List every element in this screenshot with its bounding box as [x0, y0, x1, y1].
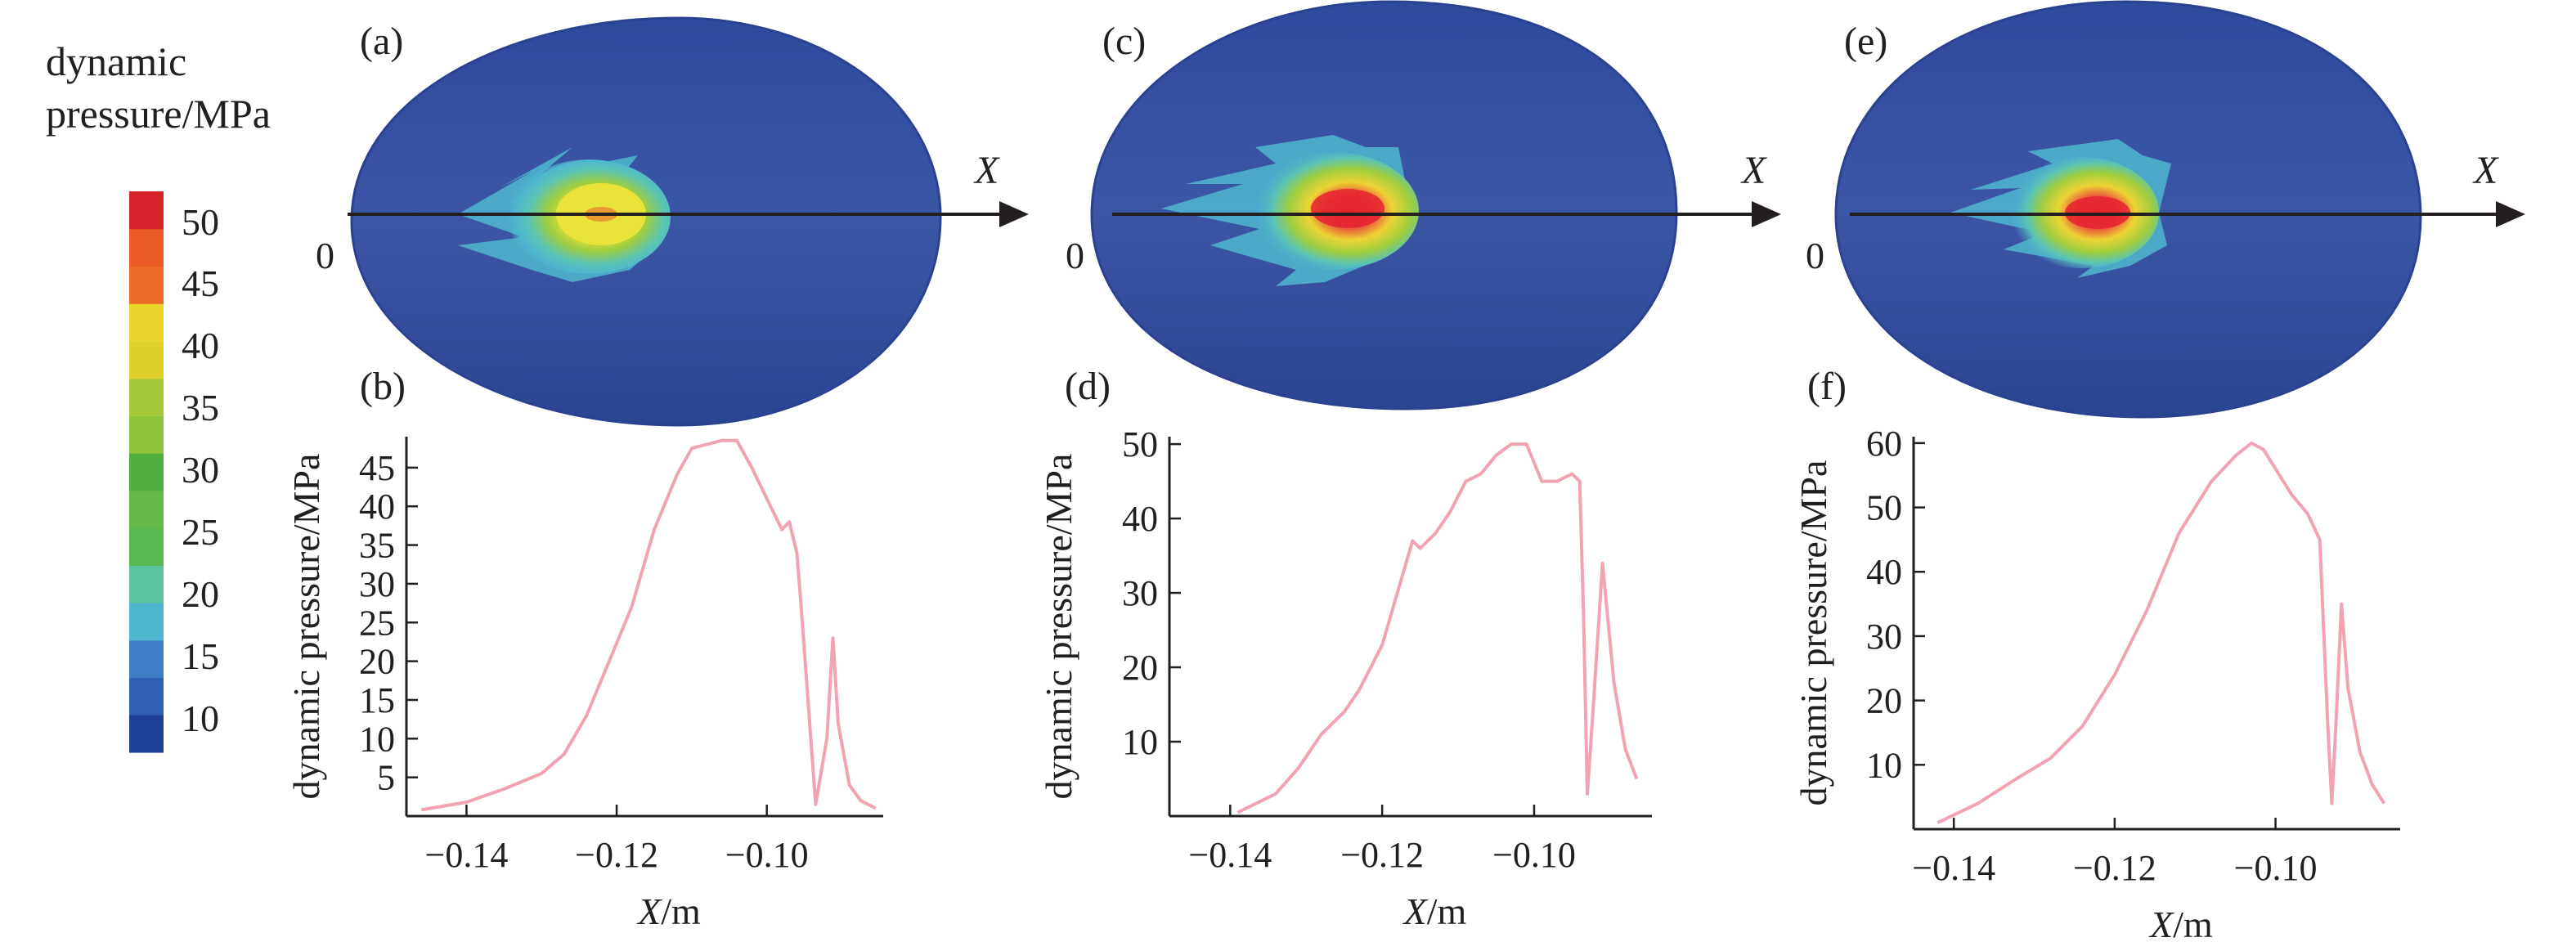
origin-label: 0	[1806, 235, 1824, 276]
y-tick-label: 20	[1122, 648, 1158, 688]
colorbar-tick: 40	[182, 325, 219, 366]
colorbar-swatch	[129, 715, 164, 753]
y-tick-label: 30	[1122, 573, 1158, 613]
pressure-hotspot	[1161, 135, 1419, 286]
y-tick-label: 45	[359, 448, 395, 488]
x-axis-title: X/m	[636, 890, 701, 932]
x-tick-label: −0.14	[1912, 848, 1995, 888]
y-tick-label: 20	[1866, 681, 1902, 721]
origin-label: 0	[1066, 235, 1084, 276]
colorbar-swatch	[129, 453, 164, 491]
colorbar-swatch	[129, 639, 164, 679]
colorbar-swatches	[129, 191, 164, 753]
x-tick-label: −0.14	[425, 835, 509, 875]
colorbar-tick: 25	[182, 511, 219, 553]
colorbar-swatch	[129, 527, 164, 566]
pressure-hotspot	[458, 147, 671, 282]
colorbar-tick: 45	[182, 262, 219, 304]
panel-label: (f)	[1807, 365, 1847, 408]
y-axis-title: dynamic pressure/MPa	[285, 454, 327, 800]
series-line	[1236, 442, 1639, 814]
x-axis-title: X/m	[2148, 904, 2213, 945]
y-tick-label: 10	[1866, 745, 1902, 785]
colorbar-swatch	[129, 303, 164, 342]
arrow-head	[999, 201, 1029, 227]
x-tick-label: −0.10	[1492, 835, 1576, 875]
colorbar-swatch	[129, 228, 164, 267]
y-tick-label: 15	[359, 680, 395, 720]
y-tick-label: 20	[359, 642, 395, 682]
line-chart-f: (f) 10 20 30 40 50 60 −0.14 −0.12 −0.10 X/m dynamic…	[1793, 365, 2400, 945]
colorbar-swatch	[129, 266, 164, 304]
origin-label: 0	[316, 235, 334, 276]
y-axis-title: dynamic pressure/MPa	[1793, 460, 1834, 806]
colorbar-tick: 35	[182, 387, 219, 428]
colorbar-swatch	[129, 340, 164, 379]
arrow-head	[1752, 201, 1781, 227]
contour-panel-e: (e) 0 X	[1806, 0, 2525, 419]
y-tick-label: 5	[377, 758, 395, 798]
series-line	[1936, 441, 2385, 824]
y-tick-label: 40	[359, 487, 395, 527]
y-axis-title: dynamic pressure/MPa	[1038, 454, 1079, 800]
line-chart-d: (d) 10 20 30 40 50 −0.14 −0.12 −0.10 X/m dynamic p…	[1038, 365, 1652, 932]
colorbar-swatch	[129, 565, 164, 603]
colorbar-swatch	[129, 415, 164, 454]
x-axis-title: X/m	[1402, 890, 1467, 932]
colorbar-swatch	[129, 378, 164, 416]
y-tick-label: 25	[359, 603, 395, 643]
colorbar-tick-labels: 50 45 40 35 30 25 20 15 10	[182, 201, 219, 739]
y-tick-label: 50	[1122, 424, 1158, 464]
y-tick-label: 40	[1122, 499, 1158, 539]
contour-panel-a: (a) 0 X	[316, 16, 1029, 427]
axis-label: X	[973, 149, 1000, 192]
y-tick-label: 30	[1866, 617, 1902, 657]
panel-label: (e)	[1844, 20, 1887, 63]
colorbar-tick: 15	[182, 635, 219, 677]
panel-label: (c)	[1102, 20, 1146, 63]
arrow-head	[2496, 201, 2525, 227]
x-tick-label: −0.10	[2234, 848, 2318, 888]
x-tick-label: −0.12	[575, 835, 658, 875]
colorbar-tick: 30	[182, 449, 219, 491]
x-tick-label: −0.14	[1188, 835, 1272, 875]
pressure-hotspot	[1950, 139, 2171, 278]
colorbar-title-line1: dynamic	[46, 38, 186, 84]
colorbar-tick: 20	[182, 573, 219, 615]
y-tick-label: 30	[359, 564, 395, 604]
colorbar: dynamic pressure/MPa 50 45 40 35 30 25 2…	[46, 38, 271, 753]
colorbar-swatch	[129, 191, 164, 230]
axis-label: X	[2472, 149, 2499, 192]
panel-label: (b)	[360, 365, 406, 408]
panel-label: (a)	[360, 20, 403, 63]
y-tick-label: 60	[1866, 424, 1902, 464]
colorbar-tick: 10	[182, 698, 219, 739]
colorbar-swatch	[129, 677, 164, 715]
contour-panel-c: (c) 0 X	[1066, 0, 1781, 410]
series-line	[421, 438, 877, 812]
colorbar-swatch	[129, 490, 164, 529]
x-tick-label: −0.10	[725, 835, 809, 875]
y-tick-label: 40	[1866, 552, 1902, 592]
y-tick-label: 35	[359, 526, 395, 566]
y-tick-label: 10	[1122, 722, 1158, 762]
x-tick-label: −0.12	[1340, 835, 1424, 875]
y-tick-label: 10	[359, 719, 395, 759]
colorbar-tick: 50	[182, 201, 219, 243]
colorbar-swatch	[129, 603, 164, 641]
y-tick-label: 50	[1866, 488, 1902, 528]
x-tick-label: −0.12	[2073, 848, 2156, 888]
axis-label: X	[1740, 149, 1767, 192]
panel-label: (d)	[1065, 365, 1111, 408]
colorbar-title-line2: pressure/MPa	[46, 91, 271, 137]
